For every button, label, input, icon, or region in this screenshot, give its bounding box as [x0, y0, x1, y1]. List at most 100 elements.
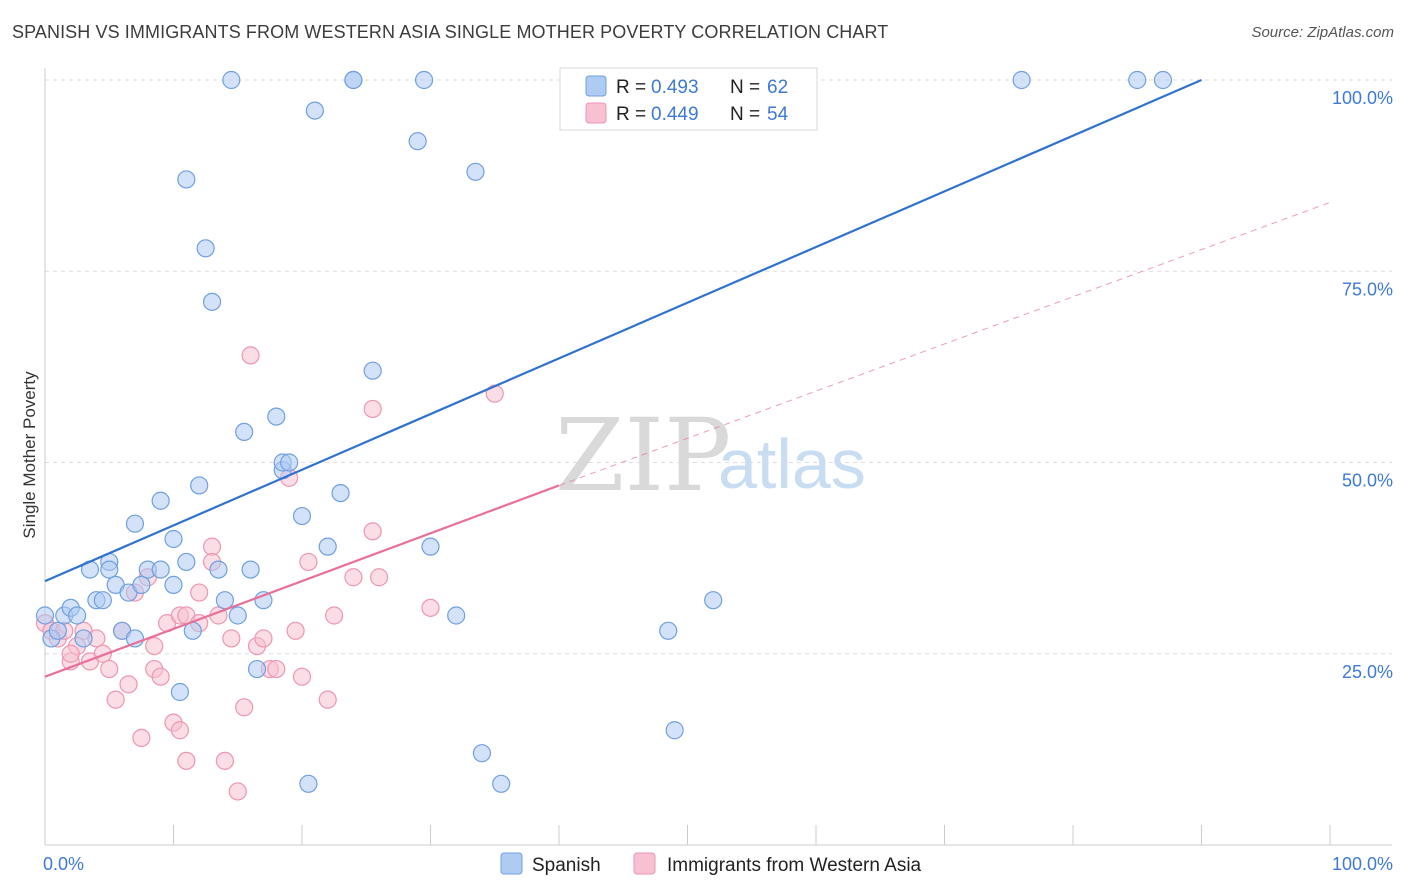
data-point-immigrants [177, 751, 196, 770]
data-point-spanish [209, 560, 228, 579]
data-point-spanish [177, 552, 196, 572]
data-point-immigrants [145, 636, 164, 656]
data-point-spanish [466, 162, 485, 181]
data-point-spanish [196, 239, 215, 258]
data-point-immigrants [132, 728, 151, 748]
data-point-immigrants [286, 621, 305, 640]
data-point-spanish [93, 591, 112, 610]
data-point-spanish [292, 506, 312, 526]
data-point-immigrants [106, 690, 125, 709]
data-point-spanish [241, 560, 260, 579]
chart-title: SPANISH VS IMMIGRANTS FROM WESTERN ASIA … [12, 22, 889, 42]
legend-swatch-immigrants [585, 102, 607, 124]
data-point-spanish [344, 70, 363, 90]
legend-swatch-spanish [585, 75, 607, 97]
data-point-immigrants [421, 598, 440, 617]
legend-n-value-spanish: 62 [767, 77, 788, 98]
legend-r-value-immigrants: 0.449 [651, 104, 699, 125]
data-point-spanish [305, 101, 324, 120]
data-point-immigrants [254, 629, 273, 648]
x-tick-label: 0.0% [43, 854, 84, 874]
data-point-spanish [164, 575, 183, 595]
x-tick-labels: 0.0% 100.0% [43, 854, 1393, 874]
data-point-spanish [447, 606, 466, 625]
data-point-immigrants [370, 568, 389, 587]
data-point-spanish [35, 606, 55, 625]
data-point-spanish [331, 484, 350, 503]
data-point-immigrants [267, 659, 286, 679]
data-point-immigrants [235, 698, 254, 717]
trendline-spanish [44, 78, 1202, 583]
trendlines [44, 78, 1331, 678]
data-point-spanish [1153, 70, 1173, 90]
data-point-spanish [74, 629, 93, 648]
data-point-spanish [228, 606, 247, 625]
source-credit: Source: ZipAtlas.com [1251, 24, 1394, 41]
legend-r-value-spanish: 0.493 [651, 77, 699, 98]
data-point-immigrants [119, 675, 138, 694]
data-point-immigrants [363, 522, 382, 541]
data-point-spanish [190, 476, 209, 495]
data-point-immigrants [93, 644, 112, 663]
data-point-spanish [363, 361, 382, 380]
y-tick-label: 25.0% [1342, 662, 1393, 682]
data-point-spanish [408, 132, 427, 151]
data-point-spanish [665, 721, 684, 740]
bottom-legend-spanish: Spanish [532, 855, 601, 876]
top-legend: R = 0.493 N = 62 R = 0.449 N = 54 [559, 67, 818, 131]
data-point-spanish [659, 621, 678, 640]
data-point-spanish [267, 407, 286, 426]
data-point-immigrants [292, 667, 312, 686]
legend-r-label-spanish: R = [616, 77, 646, 98]
data-point-spanish [202, 292, 222, 311]
data-point-spanish [247, 659, 267, 679]
data-point-immigrants [299, 552, 318, 572]
bottom-legend-immigrants: Immigrants from Western Asia [667, 855, 922, 876]
data-point-spanish [100, 560, 119, 579]
data-point-spanish [215, 591, 234, 610]
data-point-spanish [1128, 70, 1147, 90]
data-point-immigrants [215, 751, 234, 770]
data-point-spanish [151, 560, 170, 579]
data-point-immigrants [190, 583, 209, 602]
bottom-legend: Spanish Immigrants from Western Asia [500, 852, 922, 876]
data-point-spanish [235, 422, 254, 441]
data-point-immigrants [151, 667, 170, 686]
data-point-immigrants [170, 721, 190, 740]
data-point-spanish [414, 70, 434, 90]
data-point-spanish [318, 537, 337, 556]
data-point-spanish [177, 170, 196, 189]
data-point-immigrants [363, 399, 382, 419]
gridlines [45, 79, 1392, 655]
data-point-spanish [472, 744, 491, 763]
data-point-spanish [68, 606, 87, 625]
watermark-zip: ZIP [555, 397, 731, 514]
y-tick-labels: 25.0% 50.0% 75.0% 100.0% [1332, 88, 1393, 682]
data-point-immigrants [228, 782, 247, 801]
data-point-immigrants [61, 644, 80, 663]
bottom-legend-swatch-spanish [500, 852, 523, 875]
data-point-spanish [48, 621, 67, 640]
data-point-spanish [1012, 70, 1031, 90]
legend-n-value-immigrants: 54 [767, 104, 789, 125]
watermark-atlas: atlas [718, 425, 866, 503]
legend-n-label-spanish: N = [730, 77, 760, 98]
data-point-spanish [170, 682, 190, 702]
y-tick-label: 50.0% [1342, 471, 1393, 491]
data-point-spanish [151, 491, 170, 510]
trendline-immigrants-extrapolated [558, 201, 1331, 486]
legend-r-label-immigrants: R = [616, 104, 646, 125]
y-tick-label: 75.0% [1342, 279, 1393, 299]
data-point-immigrants [318, 690, 337, 709]
axes [44, 68, 1392, 846]
data-point-spanish [164, 529, 183, 549]
data-point-immigrants [100, 659, 119, 679]
data-point-immigrants [222, 629, 241, 648]
data-point-spanish [280, 453, 299, 472]
x-tick-label: 100.0% [1332, 854, 1393, 874]
data-point-spanish [704, 591, 723, 610]
watermark: ZIP atlas [555, 397, 866, 514]
series-spanish-points [35, 70, 1173, 793]
data-point-immigrants [241, 346, 260, 365]
